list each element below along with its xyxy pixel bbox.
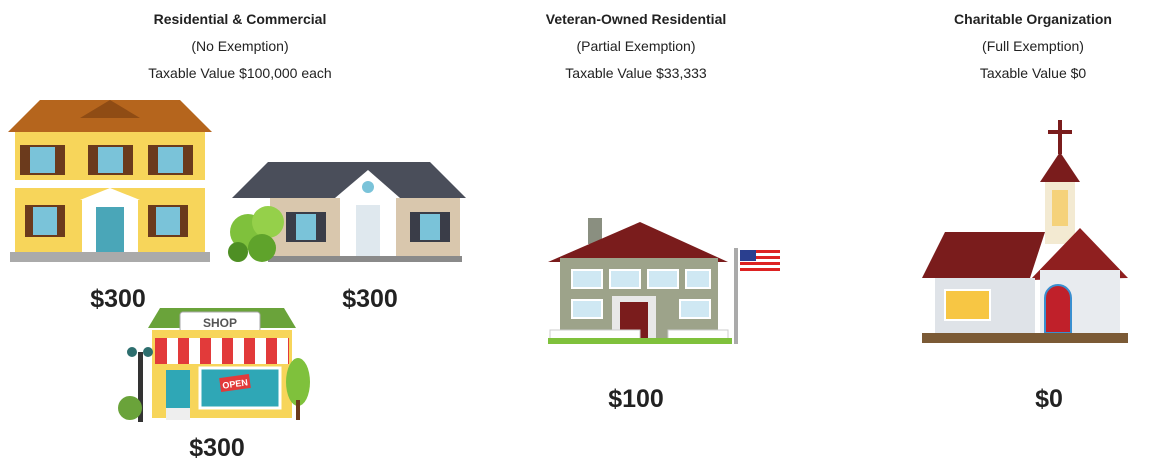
taxable-value: Taxable Value $100,000 each (148, 65, 331, 81)
church-part (922, 333, 1128, 343)
veteran-house-part (571, 269, 603, 289)
column-subtitle: (Partial Exemption) (576, 38, 695, 54)
column-subtitle: (Full Exemption) (982, 38, 1084, 54)
gray-house-part (228, 242, 248, 262)
taxable-value: Taxable Value $33,333 (565, 65, 707, 81)
church-part (922, 232, 1045, 278)
column-title: Charitable Organization (954, 11, 1112, 27)
veteran-house-part (740, 250, 756, 261)
gray-house-part (356, 205, 380, 256)
gray-house-part (296, 214, 316, 240)
tax-amount: $100 (608, 385, 664, 413)
veteran-house-part (609, 269, 641, 289)
gray-house-part (232, 162, 466, 198)
gray-house-part (420, 214, 440, 240)
shop-part (219, 373, 251, 393)
yellow-house-part (158, 147, 183, 173)
gray-house-part (252, 206, 284, 238)
gray-house (228, 162, 466, 262)
awning-part (211, 338, 222, 364)
gray-house-part (248, 234, 276, 262)
veteran-house-part (548, 222, 728, 262)
veteran-house-part (740, 262, 780, 265)
awning-part (189, 338, 200, 364)
shop-part (166, 408, 190, 420)
church-part (1052, 190, 1068, 226)
taxable-value: Taxable Value $0 (980, 65, 1087, 81)
shop-part (143, 347, 153, 357)
yellow-house-part (96, 207, 124, 252)
church-part (944, 289, 991, 321)
veteran-house-part (588, 218, 602, 244)
church-part (1058, 120, 1062, 154)
veteran-house-part (740, 250, 780, 253)
tax-amount: $300 (90, 285, 146, 313)
yellow-house-part (10, 252, 210, 262)
shop-part (296, 400, 300, 420)
church-part (1040, 152, 1080, 182)
column-title: Veteran-Owned Residential (546, 11, 727, 27)
veteran-house-part (740, 256, 780, 259)
shop-sign: SHOP (203, 316, 237, 330)
veteran-house-part (685, 269, 711, 289)
tax-amount: $300 (342, 285, 398, 313)
veteran-house-part (647, 269, 679, 289)
awning-part (277, 338, 288, 364)
yellow-house-part (98, 147, 123, 173)
open-sign: OPEN (222, 377, 249, 390)
veteran-house-part (679, 299, 711, 319)
shop-part (138, 352, 143, 422)
yellow-house-part (15, 180, 205, 188)
tax-amount: $300 (189, 434, 245, 462)
veteran-house-part (548, 338, 732, 344)
veteran-house-part (571, 299, 603, 319)
veteran-house-part (740, 268, 780, 271)
shop: SHOP OPEN (118, 308, 310, 422)
awning-part (255, 338, 266, 364)
yellow-house-part (80, 188, 140, 200)
veteran-house (548, 218, 780, 344)
veteran-house-part (734, 248, 738, 344)
shop-part (198, 366, 282, 410)
column-subtitle: (No Exemption) (191, 38, 288, 54)
church-part (1048, 130, 1072, 134)
yellow-house (8, 100, 212, 262)
yellow-house-part (33, 207, 57, 235)
tax-amount: $0 (1035, 385, 1063, 413)
yellow-house-part (80, 100, 140, 118)
awning (155, 338, 289, 364)
church (922, 120, 1128, 343)
gray-house-part (268, 256, 462, 262)
yellow-house-part (156, 207, 180, 235)
church-part (1030, 228, 1128, 280)
yellow-house-part (30, 147, 55, 173)
shop-part (127, 347, 137, 357)
gray-house-part (362, 181, 374, 193)
awning-part (233, 338, 244, 364)
church-part (1044, 284, 1072, 334)
shop-part (286, 358, 310, 406)
awning-part (167, 338, 178, 364)
shop-part (118, 396, 142, 420)
shop-part (166, 370, 190, 408)
column-title: Residential & Commercial (154, 11, 327, 27)
